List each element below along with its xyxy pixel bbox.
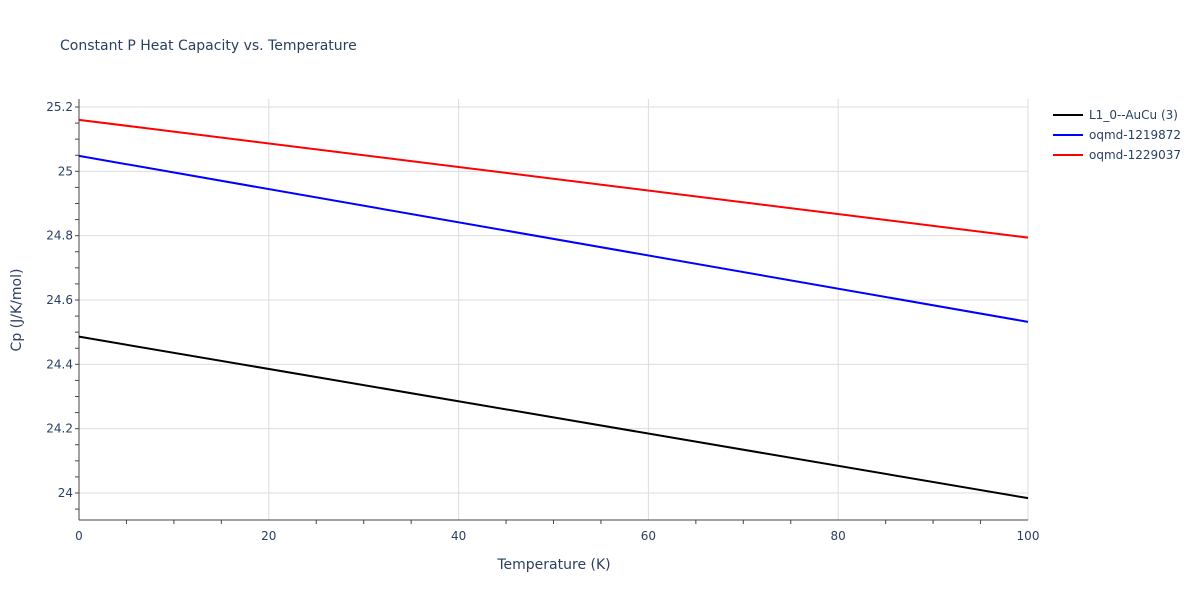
x-tick-label: 0 [75,529,83,543]
legend-label: oqmd-1229037 [1089,148,1181,162]
y-axis-label: Cp (J/K/mol) [9,269,25,352]
legend: L1_0--AuCu (3) oqmd-1219872 oqmd-1229037 [1053,108,1181,162]
x-tick-label: 60 [641,529,656,543]
x-axis-label: Temperature (K) [496,557,610,573]
legend-label: oqmd-1219872 [1089,128,1181,142]
grid [79,99,1029,520]
y-tick-label: 24.6 [46,293,73,307]
legend-label: L1_0--AuCu (3) [1089,108,1178,122]
x-tick-label: 80 [831,529,846,543]
y-tick-label: 24.4 [46,357,73,371]
y-tick-label: 25.2 [46,100,73,114]
x-tick-label: 100 [1017,529,1040,543]
y-tick-label: 24 [58,486,73,500]
x-tick-label: 40 [451,529,466,543]
series-lines [78,118,1029,500]
y-tick-label: 24.8 [46,229,73,243]
y-tick-label: 25 [58,164,73,178]
series-line-2 [78,118,1029,239]
x-tick-label: 20 [261,529,276,543]
series-line-1 [78,154,1029,323]
axes: 0 20 40 60 80 100 24 24.2 24.4 24.6 24.8 25 25.2 [46,99,1039,543]
y-tick-label: 24.2 [46,422,73,436]
chart-title: Constant P Heat Capacity vs. Temperature [60,38,357,54]
series-line-0 [78,335,1029,500]
